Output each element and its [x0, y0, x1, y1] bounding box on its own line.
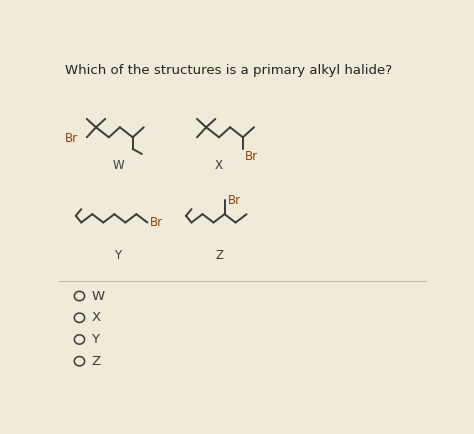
- Text: Which of the structures is a primary alkyl halide?: Which of the structures is a primary alk…: [65, 64, 392, 77]
- Text: X: X: [215, 159, 223, 172]
- Text: X: X: [91, 311, 100, 324]
- Text: W: W: [91, 289, 104, 302]
- Text: W: W: [112, 159, 124, 172]
- Text: Br: Br: [150, 216, 164, 229]
- Text: Y: Y: [91, 333, 99, 346]
- Text: Z: Z: [215, 250, 223, 263]
- Text: Z: Z: [91, 355, 100, 368]
- Text: Br: Br: [245, 150, 258, 163]
- Text: Br: Br: [228, 194, 241, 207]
- Text: Y: Y: [114, 250, 122, 263]
- Text: Br: Br: [64, 132, 78, 145]
